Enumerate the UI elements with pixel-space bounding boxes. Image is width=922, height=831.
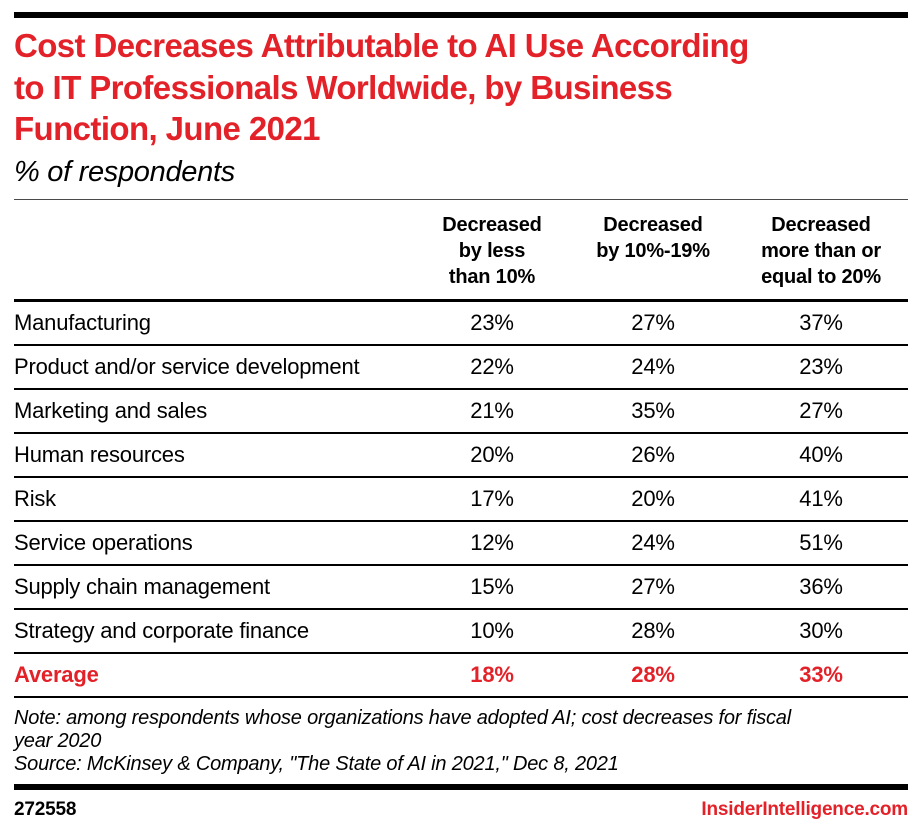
table-row: Risk 17% 20% 41% xyxy=(14,476,908,522)
table-row: Service operations 12% 24% 51% xyxy=(14,520,908,566)
row-label: Service operations xyxy=(14,520,412,566)
cell-value: 40% xyxy=(734,432,908,478)
cell-value: 15% xyxy=(412,564,572,610)
cell-value: 28% xyxy=(572,608,734,654)
header-empty-cell xyxy=(14,199,412,302)
average-value: 33% xyxy=(734,652,908,698)
cell-value: 35% xyxy=(572,388,734,434)
cell-value: 24% xyxy=(572,520,734,566)
cell-value: 20% xyxy=(412,432,572,478)
row-label: Product and/or service development xyxy=(14,344,412,390)
note-text: Note: among respondents whose organizati… xyxy=(14,706,791,752)
cell-value: 23% xyxy=(412,300,572,346)
row-label: Strategy and corporate finance xyxy=(14,608,412,654)
cell-value: 51% xyxy=(734,520,908,566)
row-label: Marketing and sales xyxy=(14,388,412,434)
column-header-less-than-10: Decreased by less than 10% xyxy=(412,199,572,302)
cell-value: 21% xyxy=(412,388,572,434)
average-label: Average xyxy=(14,652,412,698)
cell-value: 37% xyxy=(734,300,908,346)
table-row: Strategy and corporate finance 10% 28% 3… xyxy=(14,608,908,654)
row-label: Supply chain management xyxy=(14,564,412,610)
cell-value: 36% xyxy=(734,564,908,610)
row-label: Manufacturing xyxy=(14,300,412,346)
chart-id: 272558 xyxy=(14,798,77,820)
cell-value: 22% xyxy=(412,344,572,390)
column-header-20-or-more: Decreased more than or equal to 20% xyxy=(734,199,908,302)
page-title: Cost Decreases Attributable to AI Use Ac… xyxy=(14,27,749,148)
cell-value: 12% xyxy=(412,520,572,566)
footer: 272558 InsiderIntelligence.com xyxy=(14,799,908,821)
table-row: Marketing and sales 21% 35% 27% xyxy=(14,388,908,434)
average-value: 18% xyxy=(412,652,572,698)
cell-value: 41% xyxy=(734,476,908,522)
table-row: Supply chain management 15% 27% 36% xyxy=(14,564,908,610)
cell-value: 30% xyxy=(734,608,908,654)
cell-value: 23% xyxy=(734,344,908,390)
cell-value: 20% xyxy=(572,476,734,522)
table-row: Manufacturing 23% 27% 37% xyxy=(14,300,908,346)
header-row: Decreased by less than 10% Decreased by … xyxy=(14,199,908,302)
brand-link[interactable]: InsiderIntelligence.com xyxy=(701,798,908,820)
cell-value: 26% xyxy=(572,432,734,478)
data-table: Decreased by less than 10% Decreased by … xyxy=(14,199,908,698)
table-row: Human resources 20% 26% 40% xyxy=(14,432,908,478)
cell-value: 27% xyxy=(572,300,734,346)
divider-line xyxy=(14,198,908,200)
row-label: Risk xyxy=(14,476,412,522)
bottom-bar xyxy=(14,783,908,790)
top-bar xyxy=(14,12,908,18)
cell-value: 17% xyxy=(412,476,572,522)
cell-value: 27% xyxy=(572,564,734,610)
cell-value: 27% xyxy=(734,388,908,434)
column-header-10-to-19: Decreased by 10%-19% xyxy=(572,199,734,302)
cell-value: 10% xyxy=(412,608,572,654)
cell-value: 24% xyxy=(572,344,734,390)
average-value: 28% xyxy=(572,652,734,698)
average-row: Average 18% 28% 33% xyxy=(14,652,908,698)
source-text: Source: McKinsey & Company, "The State o… xyxy=(14,752,619,775)
subtitle: % of respondents xyxy=(14,155,235,188)
table-row: Product and/or service development 22% 2… xyxy=(14,344,908,390)
row-label: Human resources xyxy=(14,432,412,478)
